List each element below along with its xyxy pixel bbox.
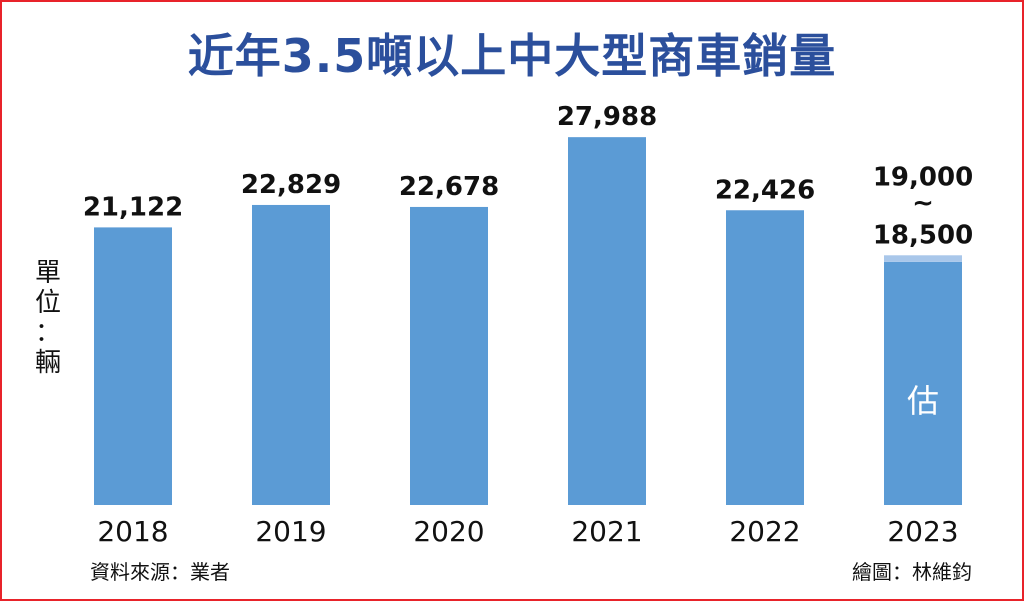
credit-note: 繪圖：林維鈞 [852, 560, 972, 584]
value-label-2021: 27,988 [557, 102, 657, 132]
x-tick-label-2018: 2018 [97, 515, 168, 548]
estimate-marker: 估 [907, 382, 939, 420]
x-tick-label-2021: 2021 [571, 515, 642, 548]
bar-2020 [410, 206, 488, 505]
bar-2023 [884, 261, 962, 505]
x-tick-label-2019: 2019 [255, 515, 326, 548]
x-tick-label-2022: 2022 [729, 515, 800, 548]
value-label-2020: 22,678 [399, 172, 499, 202]
x-tick-label-2020: 2020 [413, 515, 484, 548]
bar-2022 [726, 210, 804, 505]
labels-group: 21,122 2018 22,829 2019 22,678 2020 27,988 2021… [83, 102, 973, 548]
bar-2018 [94, 227, 172, 505]
bar-2019 [252, 204, 330, 505]
chart-title: 近年3.5噸以上中大型商車銷量 [187, 29, 837, 83]
bar-range-band-2023 [884, 255, 962, 262]
value-label-2019: 22,829 [241, 170, 341, 200]
bars-group [94, 137, 962, 505]
x-tick-label-2023: 2023 [887, 515, 958, 548]
source-note: 資料來源：業者 [90, 560, 230, 584]
bar-2021 [568, 137, 646, 505]
value-label-2022: 22,426 [715, 175, 815, 205]
range-tilde: ~ [912, 188, 934, 218]
value-label-2018: 21,122 [83, 192, 183, 222]
range-high-label: 19,000 [873, 162, 973, 192]
range-low-label: 18,500 [873, 220, 973, 250]
unit-label: 單 位 ： 輛 [34, 258, 61, 378]
